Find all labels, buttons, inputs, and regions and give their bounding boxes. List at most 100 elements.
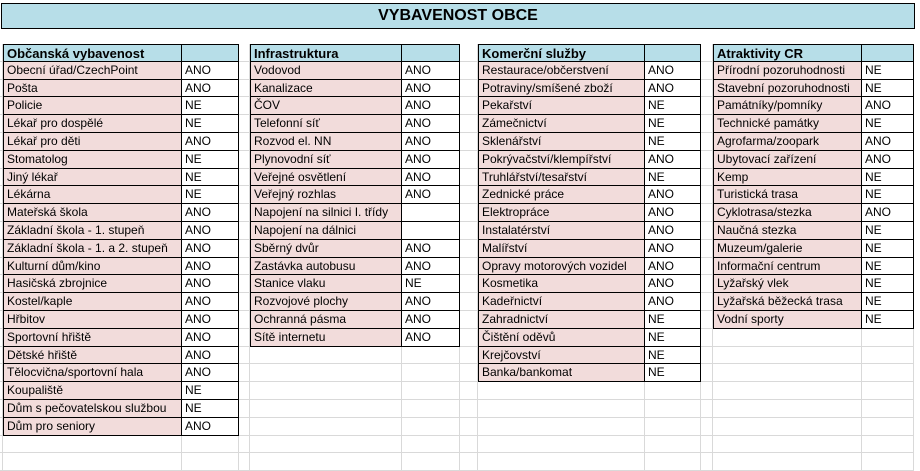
table-row-value[interactable]: ANO (402, 257, 460, 276)
table-row-label[interactable]: Lyžařský vlek (713, 275, 862, 294)
table-row-label[interactable]: Sportovní hřiště (3, 328, 182, 347)
table-row-value[interactable]: ANO (182, 364, 239, 383)
table-row-label[interactable]: Dům s pečovatelskou službou (3, 400, 182, 418)
table-header-value-cell[interactable] (645, 44, 701, 62)
table-row-label[interactable]: Muzeum/galerie (713, 239, 862, 258)
table-row-label[interactable]: Lékař pro dospělé (3, 115, 182, 133)
table-row-label[interactable]: Kadeřnictví (478, 293, 645, 311)
table-row-label[interactable]: Kanalizace (250, 79, 402, 98)
table-row-value[interactable]: ANO (182, 61, 239, 80)
table-row-label[interactable]: Tělocvična/sportovní hala (3, 364, 182, 383)
table-row-label[interactable]: Základní škola - 1. stupeň (3, 222, 182, 240)
table-row-value[interactable]: ANO (862, 133, 914, 151)
table-row-label[interactable]: Stavební pozoruhodnosti (713, 79, 862, 98)
table-row-value[interactable]: NE (645, 115, 701, 133)
table-row-value[interactable]: ANO (402, 79, 460, 98)
table-row-label[interactable]: Elektropráce (478, 204, 645, 222)
table-row-value[interactable]: ANO (402, 293, 460, 311)
table-row-value[interactable]: ANO (645, 222, 701, 240)
table-row-label[interactable]: Veřejný rozhlas (250, 186, 402, 205)
table-row-label[interactable]: Čištění oděvů (478, 328, 645, 347)
table-row-value[interactable]: ANO (862, 97, 914, 116)
table-row-label[interactable]: Pokrývačství/klempířství (478, 150, 645, 169)
table-row-value[interactable]: ANO (645, 257, 701, 276)
table-row-label[interactable]: Ubytovací zařízení (713, 150, 862, 169)
table-row-label[interactable]: Potraviny/smíšené zboží (478, 79, 645, 98)
table-row-label[interactable]: Malířství (478, 239, 645, 258)
table-row-value[interactable]: NE (862, 239, 914, 258)
table-row-label[interactable]: Kostel/kaple (3, 293, 182, 311)
table-row-label[interactable]: Napojení na dálnici (250, 222, 402, 240)
table-row-value[interactable]: NE (645, 97, 701, 116)
table-row-label[interactable]: Koupaliště (3, 382, 182, 400)
table-row-label[interactable]: Policie (3, 97, 182, 116)
table-row-value[interactable]: ANO (645, 79, 701, 98)
table-row-label[interactable]: Krejčovství (478, 346, 645, 365)
table-row-label[interactable]: Ochranná pásma (250, 311, 402, 329)
table-row-label[interactable]: Turistická trasa (713, 186, 862, 205)
table-row-label[interactable]: Technické památky (713, 115, 862, 133)
table-row-value[interactable] (402, 222, 460, 240)
table-row-label[interactable]: Lékárna (3, 186, 182, 205)
table-row-value[interactable]: ANO (645, 61, 701, 80)
table-row-label[interactable]: Sítě internetu (250, 328, 402, 347)
table-row-value[interactable]: NE (645, 346, 701, 365)
table-row-value[interactable]: ANO (645, 204, 701, 222)
table-row-label[interactable]: Základní škola - 1. a 2. stupeň (3, 239, 182, 258)
table-row-label[interactable]: Památníky/pomníky (713, 97, 862, 116)
table-row-label[interactable]: Vodní sporty (713, 311, 862, 329)
table-row-label[interactable]: Kosmetika (478, 275, 645, 294)
table-header[interactable]: Infrastruktura (250, 44, 402, 62)
table-row-label[interactable]: Rozvojové plochy (250, 293, 402, 311)
table-row-label[interactable]: Pekařství (478, 97, 645, 116)
table-row-value[interactable]: NE (862, 257, 914, 276)
table-row-label[interactable]: Zahradnictví (478, 311, 645, 329)
table-header[interactable]: Atraktivity CR (713, 44, 862, 62)
table-row-label[interactable]: Naučná stezka (713, 222, 862, 240)
table-row-label[interactable]: Stanice vlaku (250, 275, 402, 294)
table-row-value[interactable]: NE (182, 186, 239, 205)
table-row-value[interactable]: ANO (182, 275, 239, 294)
table-row-value[interactable]: ANO (402, 311, 460, 329)
table-row-value[interactable]: ANO (182, 204, 239, 222)
table-row-value[interactable]: NE (645, 133, 701, 151)
table-row-label[interactable]: Přírodní pozoruhodnosti (713, 61, 862, 80)
table-row-value[interactable]: ANO (402, 97, 460, 116)
table-row-value[interactable]: NE (402, 275, 460, 294)
table-row-value[interactable]: NE (645, 328, 701, 347)
table-row-value[interactable]: ANO (645, 293, 701, 311)
table-row-label[interactable]: Rozvod el. NN (250, 133, 402, 151)
table-row-label[interactable]: Pošta (3, 79, 182, 98)
table-row-value[interactable]: ANO (182, 257, 239, 276)
table-row-value[interactable]: NE (862, 168, 914, 187)
table-row-label[interactable]: Zámečnictví (478, 115, 645, 133)
table-row-value[interactable]: NE (862, 293, 914, 311)
table-row-value[interactable]: NE (645, 168, 701, 187)
table-row-label[interactable]: Instalatérství (478, 222, 645, 240)
table-row-value[interactable]: NE (862, 115, 914, 133)
table-header[interactable]: Občanská vybavenost (3, 44, 182, 62)
table-row-label[interactable]: Dům pro seniory (3, 417, 182, 436)
table-row-value[interactable]: ANO (182, 417, 239, 436)
table-row-label[interactable]: Opravy motorových vozidel (478, 257, 645, 276)
table-row-value[interactable]: NE (645, 311, 701, 329)
table-row-label[interactable]: Vodovod (250, 61, 402, 80)
table-row-label[interactable]: Kulturní dům/kino (3, 257, 182, 276)
table-row-value[interactable]: ANO (402, 328, 460, 347)
table-row-value[interactable]: ANO (402, 133, 460, 151)
table-header-value-cell[interactable] (862, 44, 914, 62)
table-row-value[interactable]: ANO (402, 239, 460, 258)
table-row-label[interactable]: Hasičská zbrojnice (3, 275, 182, 294)
table-row-label[interactable]: Restaurace/občerstvení (478, 61, 645, 80)
table-row-value[interactable]: NE (862, 61, 914, 80)
table-row-label[interactable]: Truhlářství/tesařství (478, 168, 645, 187)
table-row-value[interactable]: NE (862, 222, 914, 240)
sheet-title[interactable]: VYBAVENOST OBCE (1, 3, 915, 29)
table-header[interactable]: Komerční služby (478, 44, 645, 62)
table-row-label[interactable]: Sklenářství (478, 133, 645, 151)
table-row-value[interactable]: NE (862, 186, 914, 205)
table-row-label[interactable]: Dětské hřiště (3, 346, 182, 365)
table-row-label[interactable]: Telefonní síť (250, 115, 402, 133)
table-row-value[interactable]: ANO (402, 61, 460, 80)
table-row-value[interactable]: NE (862, 79, 914, 98)
